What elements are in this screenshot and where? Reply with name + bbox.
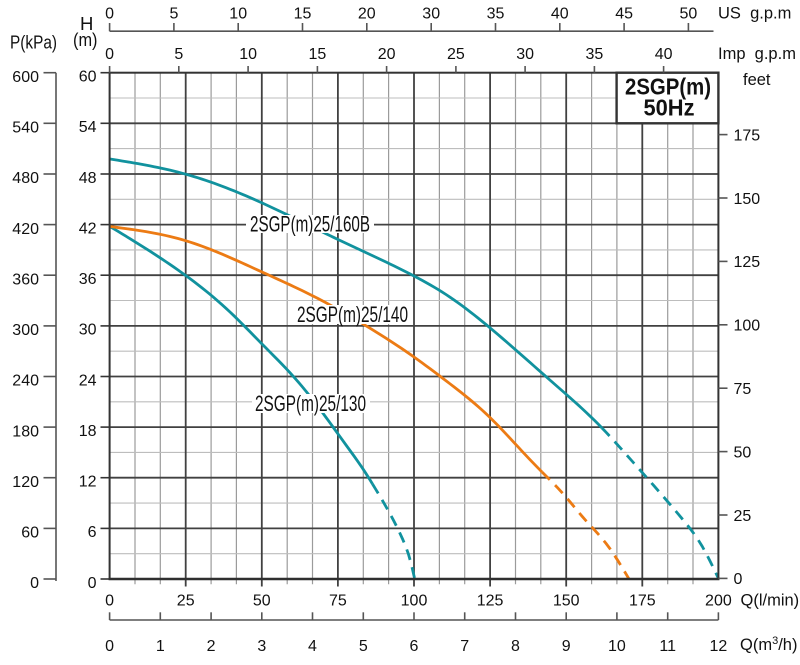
svg-text:15: 15 <box>309 46 327 63</box>
svg-text:42: 42 <box>79 220 97 237</box>
svg-text:54: 54 <box>79 119 97 136</box>
svg-text:35: 35 <box>586 46 604 63</box>
svg-text:5: 5 <box>169 6 178 23</box>
svg-text:35: 35 <box>487 6 505 23</box>
svg-text:7: 7 <box>460 638 469 655</box>
svg-text:175: 175 <box>734 127 761 144</box>
svg-text:9: 9 <box>562 638 571 655</box>
svg-text:100: 100 <box>401 593 428 610</box>
svg-text:480: 480 <box>12 170 39 187</box>
svg-text:18: 18 <box>79 423 97 440</box>
svg-text:2: 2 <box>207 638 216 655</box>
svg-text:5: 5 <box>359 638 368 655</box>
svg-text:30: 30 <box>79 322 97 339</box>
svg-text:100: 100 <box>734 318 761 335</box>
svg-text:150: 150 <box>734 191 761 208</box>
svg-text:0: 0 <box>88 575 97 592</box>
svg-text:120: 120 <box>12 474 39 491</box>
svg-text:10: 10 <box>229 6 247 23</box>
svg-text:175: 175 <box>629 593 656 610</box>
svg-text:540: 540 <box>12 120 39 137</box>
svg-text:75: 75 <box>329 593 347 610</box>
svg-text:50: 50 <box>680 6 698 23</box>
svg-text:Q(m3/h): Q(m3/h) <box>740 635 797 654</box>
svg-text:60: 60 <box>21 525 39 542</box>
svg-text:25: 25 <box>447 46 465 63</box>
svg-text:0: 0 <box>734 571 743 588</box>
svg-text:25: 25 <box>177 593 195 610</box>
svg-text:45: 45 <box>615 6 633 23</box>
svg-text:(m): (m) <box>73 30 98 50</box>
svg-text:240: 240 <box>12 373 39 390</box>
svg-text:60: 60 <box>79 69 97 86</box>
svg-text:0: 0 <box>105 46 114 63</box>
svg-text:40: 40 <box>551 6 569 23</box>
svg-text:6: 6 <box>88 524 97 541</box>
svg-text:H: H <box>80 13 93 34</box>
svg-text:4: 4 <box>308 638 317 655</box>
svg-text:200: 200 <box>705 593 732 610</box>
svg-text:0: 0 <box>105 593 114 610</box>
svg-text:24: 24 <box>79 372 97 389</box>
svg-text:150: 150 <box>553 593 580 610</box>
svg-text:50: 50 <box>734 444 752 461</box>
svg-text:125: 125 <box>477 593 504 610</box>
svg-text:0: 0 <box>105 638 114 655</box>
svg-text:36: 36 <box>79 271 97 288</box>
svg-text:30: 30 <box>422 6 440 23</box>
svg-text:25: 25 <box>734 508 752 525</box>
svg-text:1: 1 <box>156 638 165 655</box>
svg-text:15: 15 <box>294 6 312 23</box>
svg-text:12: 12 <box>79 474 97 491</box>
svg-text:2SGP(m): 2SGP(m) <box>625 74 711 100</box>
svg-text:50Hz: 50Hz <box>644 95 695 121</box>
svg-text:180: 180 <box>12 423 39 440</box>
svg-text:2SGP(m)25/130: 2SGP(m)25/130 <box>255 391 366 416</box>
svg-text:feet: feet <box>743 71 771 89</box>
svg-text:0: 0 <box>30 575 39 592</box>
svg-text:5: 5 <box>174 46 183 63</box>
svg-text:11: 11 <box>659 638 676 655</box>
svg-text:48: 48 <box>79 170 97 187</box>
svg-text:6: 6 <box>410 638 419 655</box>
svg-text:P(kPa): P(kPa) <box>10 33 57 53</box>
svg-text:20: 20 <box>378 46 396 63</box>
svg-text:50: 50 <box>253 593 271 610</box>
svg-text:US g.p.m: US g.p.m <box>718 5 791 23</box>
svg-text:2SGP(m)25/160B: 2SGP(m)25/160B <box>250 212 370 237</box>
svg-text:420: 420 <box>12 221 39 238</box>
svg-text:30: 30 <box>516 46 534 63</box>
svg-text:40: 40 <box>655 46 673 63</box>
svg-text:20: 20 <box>358 6 376 23</box>
svg-text:8: 8 <box>511 638 520 655</box>
svg-text:10: 10 <box>239 46 257 63</box>
svg-text:10: 10 <box>608 638 626 655</box>
svg-text:2SGP(m)25/140: 2SGP(m)25/140 <box>297 302 408 327</box>
svg-text:360: 360 <box>12 271 39 288</box>
svg-text:Q(l/min): Q(l/min) <box>741 592 800 610</box>
svg-text:Imp g.p.m: Imp g.p.m <box>718 45 796 63</box>
svg-text:3: 3 <box>257 638 266 655</box>
svg-text:300: 300 <box>12 322 39 339</box>
svg-text:600: 600 <box>12 69 39 86</box>
svg-text:0: 0 <box>105 6 114 23</box>
svg-text:12: 12 <box>710 638 728 655</box>
svg-text:125: 125 <box>734 254 761 271</box>
svg-text:75: 75 <box>734 381 752 398</box>
